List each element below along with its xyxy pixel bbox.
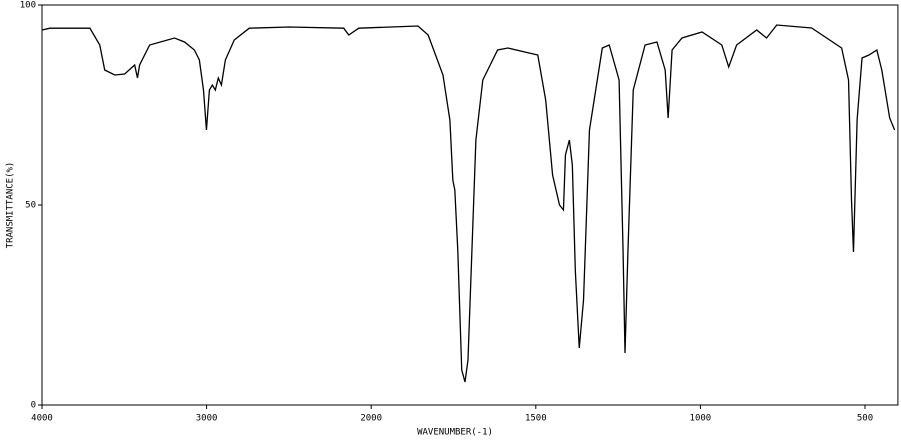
x-tick-label: 3000 — [196, 414, 218, 424]
plot-frame — [41, 4, 899, 406]
x-tick-label: 500 — [857, 414, 873, 424]
x-tick-label: 2000 — [360, 414, 382, 424]
y-tick-label: 100 — [20, 1, 36, 11]
y-axis-label: TRANSMITTANCE(%) — [6, 162, 16, 249]
y-tick-label: 0 — [31, 401, 36, 411]
x-axis-label: WAVENUMBER(-1) — [417, 428, 493, 438]
x-tick-label: 1500 — [525, 414, 547, 424]
x-tick-label: 1000 — [690, 414, 712, 424]
x-tick-label: 4000 — [31, 414, 53, 424]
spectrum-line — [41, 24, 896, 383]
y-tick-label: 50 — [25, 201, 36, 211]
